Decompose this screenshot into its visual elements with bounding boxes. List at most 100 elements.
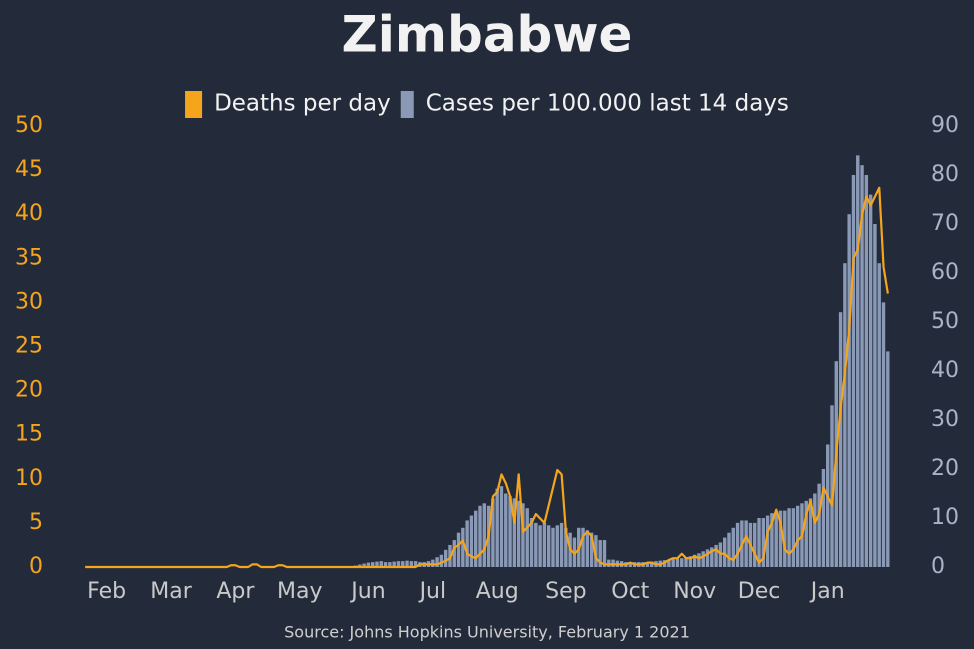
bar — [778, 510, 783, 567]
bar — [765, 515, 770, 567]
y2-tick-label: 0 — [931, 554, 945, 579]
bar — [847, 214, 851, 567]
bar — [443, 549, 448, 567]
y-tick-label: 15 — [15, 422, 43, 447]
bar — [499, 486, 504, 567]
bar — [856, 155, 860, 567]
bar — [512, 498, 517, 567]
x-tick-label: Dec — [738, 579, 781, 604]
bar — [761, 518, 766, 567]
bar — [564, 527, 568, 567]
bar — [546, 525, 551, 567]
bar — [864, 175, 869, 567]
bar — [401, 561, 405, 567]
source-note: Source: Johns Hopkins University, Februa… — [284, 623, 690, 642]
line — [85, 186, 889, 569]
y2-tick-label: 70 — [931, 211, 959, 236]
bar — [860, 165, 864, 567]
bar — [383, 562, 388, 567]
legend-label: Cases per 100.000 last 14 days — [426, 91, 789, 117]
bar — [358, 564, 362, 567]
bar — [710, 547, 714, 567]
bar — [667, 559, 671, 567]
legend-swatch — [400, 91, 414, 118]
bar — [491, 498, 495, 567]
y2-tick-label: 50 — [931, 309, 959, 334]
bar — [413, 561, 418, 567]
bar — [753, 522, 757, 567]
bar — [873, 224, 877, 567]
y2-tick-label: 20 — [931, 456, 959, 481]
bar — [525, 508, 529, 567]
legend-label: Deaths per day — [214, 91, 391, 117]
bar — [688, 556, 693, 567]
bar — [534, 522, 538, 567]
x-tick-label: Mar — [150, 579, 192, 604]
bar — [478, 505, 482, 567]
chart-title: Zimbabwe — [342, 6, 633, 64]
bar — [538, 525, 542, 567]
bar — [744, 520, 748, 567]
bar — [735, 522, 740, 567]
y2-tick-label: 30 — [931, 407, 959, 432]
bar — [692, 554, 697, 567]
x-tick-label: Jul — [418, 579, 447, 604]
y-tick-label: 35 — [15, 245, 43, 270]
y-tick-label: 45 — [15, 157, 43, 182]
bar — [701, 551, 705, 567]
x-tick-label: Oct — [611, 579, 649, 604]
bar — [787, 508, 791, 567]
bar — [602, 540, 607, 567]
bar — [770, 513, 774, 567]
bar — [362, 563, 366, 567]
bar — [886, 351, 890, 567]
bar — [774, 513, 778, 567]
bar — [396, 561, 401, 567]
bar — [504, 493, 508, 567]
bar — [705, 549, 710, 567]
bar — [551, 527, 555, 567]
y-tick-label: 25 — [15, 334, 43, 359]
y-tick-label: 50 — [15, 113, 43, 138]
bar — [804, 500, 808, 567]
bar — [516, 500, 521, 567]
bar — [371, 562, 375, 567]
bar — [409, 561, 414, 567]
bar — [598, 540, 602, 567]
x-tick-label: Apr — [216, 579, 255, 604]
y-tick-label: 40 — [15, 201, 43, 226]
bar — [521, 503, 525, 567]
x-tick-label: Nov — [673, 579, 716, 604]
bar — [581, 527, 585, 567]
bar — [465, 520, 469, 567]
bar — [821, 469, 826, 567]
y2-tick-label: 90 — [931, 113, 959, 138]
bar — [392, 561, 396, 567]
bar — [671, 559, 675, 567]
bar — [529, 518, 534, 567]
bar — [843, 263, 847, 567]
bar — [469, 515, 474, 567]
bar — [783, 510, 787, 567]
bar — [594, 535, 598, 567]
bar — [482, 503, 486, 567]
y2-tick-label: 60 — [931, 260, 959, 285]
bar — [650, 561, 654, 567]
bar — [817, 483, 821, 567]
bar — [589, 532, 594, 567]
bar — [757, 518, 761, 567]
bar — [555, 525, 559, 567]
bar — [838, 312, 843, 567]
bar — [559, 522, 564, 567]
bar — [795, 505, 800, 567]
y2-tick-label: 80 — [931, 162, 959, 187]
bar — [868, 194, 873, 567]
bar — [452, 540, 456, 567]
bar — [405, 560, 409, 567]
bar — [461, 527, 465, 567]
bar — [456, 532, 461, 567]
y2-tick-label: 10 — [931, 505, 959, 530]
bar — [388, 562, 392, 567]
